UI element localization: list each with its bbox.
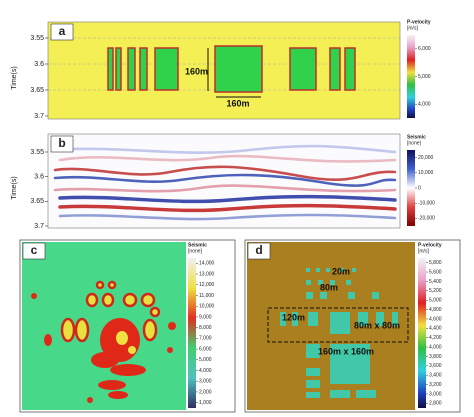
colorbar-title: P-velocity <box>407 19 431 25</box>
annotation: 20m <box>332 266 350 276</box>
y-tick-label: 3.6 <box>34 61 44 68</box>
colorbar-tick-label: 3,200 <box>429 382 442 388</box>
colorbar-tick-label: 2,000 <box>199 389 212 395</box>
colorbar <box>418 258 426 408</box>
colorbar-tick-label: 10,000 <box>199 304 215 310</box>
colorbar-tick-label: 5,800 <box>429 260 442 266</box>
colorbar-tick-label: 3,000 <box>429 391 442 397</box>
colorbar-tick-label: 3,600 <box>429 363 442 369</box>
colorbar-tick-label: 3,800 <box>429 354 442 360</box>
panel-label-box <box>50 23 74 41</box>
panel-b: b Time(s) <box>11 133 415 229</box>
colorbar-tick-label: 5,200 <box>429 288 442 294</box>
colorbar-tick-label: 20,000 <box>418 155 434 161</box>
colorbar-tick-label: 5,000 <box>418 74 431 80</box>
colorbar-tick-label: 0 <box>418 185 421 191</box>
model-squares <box>280 268 398 398</box>
colorbar-tick-label: 9,000 <box>199 314 212 320</box>
colorbar-tick-label: 4,000 <box>429 344 442 350</box>
colorbar-tick-label: -10,000 <box>418 201 435 207</box>
annotation: 160m x 160m <box>318 346 374 356</box>
y-axis-label: Time(s) <box>11 66 18 89</box>
annotation: 80m <box>320 282 338 292</box>
anomalies <box>31 280 176 403</box>
annotation: 160m <box>226 98 249 108</box>
y-tick-label: 3.55 <box>30 35 44 42</box>
colorbar-tick-label: 13,000 <box>199 271 215 277</box>
seismic-events <box>53 144 397 221</box>
colorbar-title: Seismic <box>407 134 426 140</box>
y-axis-label: Time(s) <box>11 176 18 199</box>
dimension-arrows <box>207 48 261 98</box>
panel-label-box <box>22 242 46 260</box>
panel-label-box <box>247 242 271 260</box>
colorbar-tick-label: 5,000 <box>199 357 212 363</box>
colorbar-tick-label: 5,400 <box>429 279 442 285</box>
colorbar-tick-label: 4,000 <box>418 101 431 107</box>
colorbar-tick-label: 1,000 <box>199 400 212 406</box>
colorbar-tick-label: 6,000 <box>199 346 212 352</box>
colorbar-tick-label: 7,000 <box>199 336 212 342</box>
colorbar-tick-label: 4,200 <box>429 335 442 341</box>
colorbar-tick-label: 10,000 <box>418 170 434 176</box>
panel-c: c <box>19 239 236 413</box>
colorbar-tick-label: 6,000 <box>418 46 431 52</box>
colorbar-tick-label: 3,000 <box>199 379 212 385</box>
y-tick-label: 3.55 <box>30 149 44 156</box>
y-tick-label: 3.7 <box>34 223 44 230</box>
panel-a: 160m 160m a Time(s) <box>11 21 415 120</box>
colorbar-unit: [m/s] <box>418 248 429 254</box>
colorbar-title: P-velocity <box>418 242 442 248</box>
colorbar <box>188 258 196 408</box>
colorbar-unit: [m/s] <box>407 25 418 31</box>
colorbar-tick-label: 4,000 <box>199 368 212 374</box>
colorbar-tick-label: 5,600 <box>429 269 442 275</box>
y-tick-label: 3.65 <box>30 87 44 94</box>
colorbar-unit: [none] <box>188 248 203 254</box>
colorbar-tick-label: 2,800 <box>429 401 442 407</box>
y-tick-label: 3.6 <box>34 174 44 181</box>
colorbar-title: Seismic <box>188 242 207 248</box>
panel-label: b <box>58 136 65 150</box>
colorbar-tick-label: 11,000 <box>199 293 214 299</box>
colorbar-tick-label: 4,600 <box>429 316 442 322</box>
panel-label: d <box>255 243 262 257</box>
panel-d: d 20m 80m 120m 80m x 80m 160m x 160m <box>244 239 461 413</box>
colorbar <box>407 150 415 226</box>
dashed-outline <box>267 307 409 343</box>
y-tick-label: 3.7 <box>34 113 44 120</box>
colorbar-tick-label: 3,400 <box>429 373 442 379</box>
annotation: 80m x 80m <box>354 320 400 330</box>
panel-label: a <box>59 24 66 38</box>
colorbar-unit: [none] <box>407 140 422 146</box>
colorbar-tick-label: 14,000 <box>199 261 215 267</box>
colorbar-tick-label: 4,800 <box>429 307 442 313</box>
y-tick-label: 3.65 <box>30 198 44 205</box>
colorbar-tick-label: 4,400 <box>429 326 442 332</box>
annotation: 160m <box>185 66 208 76</box>
colorbar <box>407 35 415 118</box>
model-blocks <box>107 45 356 93</box>
panel-label-box <box>50 135 74 153</box>
colorbar-tick-label: 12,000 <box>199 282 215 288</box>
panel-label: c <box>31 243 38 257</box>
colorbar-tick-label: 8,000 <box>199 325 212 331</box>
colorbar-tick-label: -20,000 <box>418 216 435 222</box>
annotation: 120m <box>282 312 305 322</box>
colorbar-tick-label: 5,000 <box>429 298 442 304</box>
